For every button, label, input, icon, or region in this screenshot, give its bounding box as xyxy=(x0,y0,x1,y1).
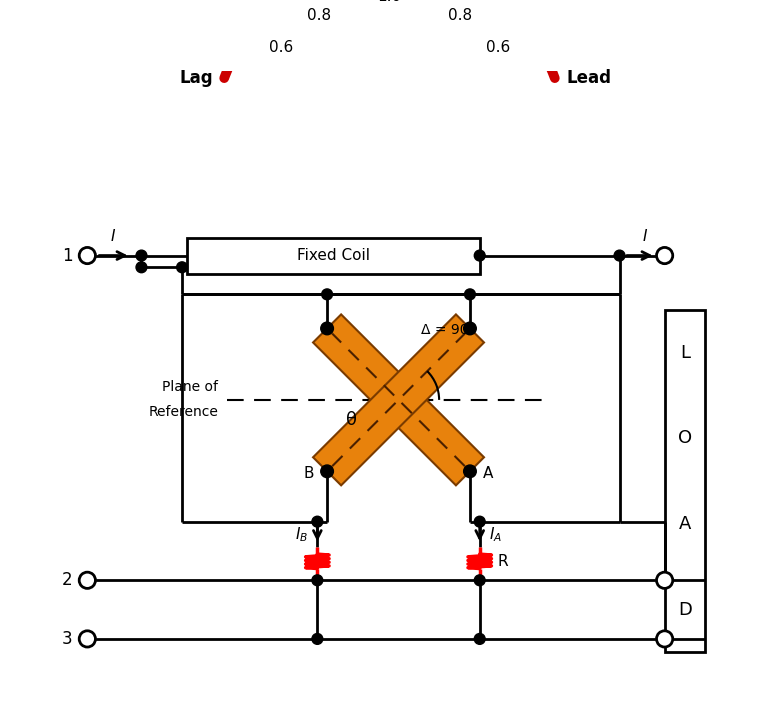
Circle shape xyxy=(474,516,485,527)
Circle shape xyxy=(614,250,625,261)
Polygon shape xyxy=(313,314,484,485)
Text: I: I xyxy=(110,229,115,244)
Circle shape xyxy=(322,289,333,300)
Circle shape xyxy=(79,572,95,588)
Circle shape xyxy=(474,634,485,645)
Text: A: A xyxy=(483,466,493,481)
Text: B: B xyxy=(304,466,314,481)
Text: A: A xyxy=(678,515,691,533)
Text: R: R xyxy=(497,554,508,569)
Polygon shape xyxy=(313,314,484,485)
Text: $I_B$: $I_B$ xyxy=(295,525,308,544)
Circle shape xyxy=(474,250,485,261)
Circle shape xyxy=(464,322,477,335)
Bar xyxy=(665,310,705,653)
Circle shape xyxy=(136,262,147,273)
Circle shape xyxy=(176,262,187,273)
Text: Fixed Coil: Fixed Coil xyxy=(296,248,370,263)
Text: O: O xyxy=(678,429,692,447)
Circle shape xyxy=(657,247,673,264)
Text: I: I xyxy=(642,229,647,244)
Text: Δ = 90°: Δ = 90° xyxy=(421,322,476,337)
Circle shape xyxy=(474,575,485,585)
Text: Plane of: Plane of xyxy=(162,381,218,394)
Circle shape xyxy=(136,250,147,261)
Circle shape xyxy=(312,516,323,527)
Text: θ: θ xyxy=(346,411,357,429)
Text: 0.8: 0.8 xyxy=(448,8,472,23)
Text: Reference: Reference xyxy=(149,405,218,420)
Text: $I_A$: $I_A$ xyxy=(489,525,502,544)
Text: 1: 1 xyxy=(62,247,73,265)
Circle shape xyxy=(312,575,323,585)
Text: 0.6: 0.6 xyxy=(269,40,293,55)
Circle shape xyxy=(657,631,673,647)
Text: L: L xyxy=(680,343,690,361)
Circle shape xyxy=(312,634,323,645)
Circle shape xyxy=(464,289,475,300)
Text: 2: 2 xyxy=(62,571,73,589)
Text: Lead: Lead xyxy=(566,69,611,87)
Text: Lag: Lag xyxy=(179,69,213,87)
Circle shape xyxy=(321,322,333,335)
Circle shape xyxy=(79,247,95,264)
Text: 0.8: 0.8 xyxy=(306,8,331,23)
Text: 1.0: 1.0 xyxy=(377,0,402,4)
Circle shape xyxy=(464,465,477,477)
Circle shape xyxy=(79,631,95,647)
Text: D: D xyxy=(678,601,692,619)
Text: 3: 3 xyxy=(62,630,73,648)
Text: 0.6: 0.6 xyxy=(486,40,510,55)
Bar xyxy=(186,237,480,273)
Circle shape xyxy=(321,465,333,477)
Circle shape xyxy=(657,572,673,588)
